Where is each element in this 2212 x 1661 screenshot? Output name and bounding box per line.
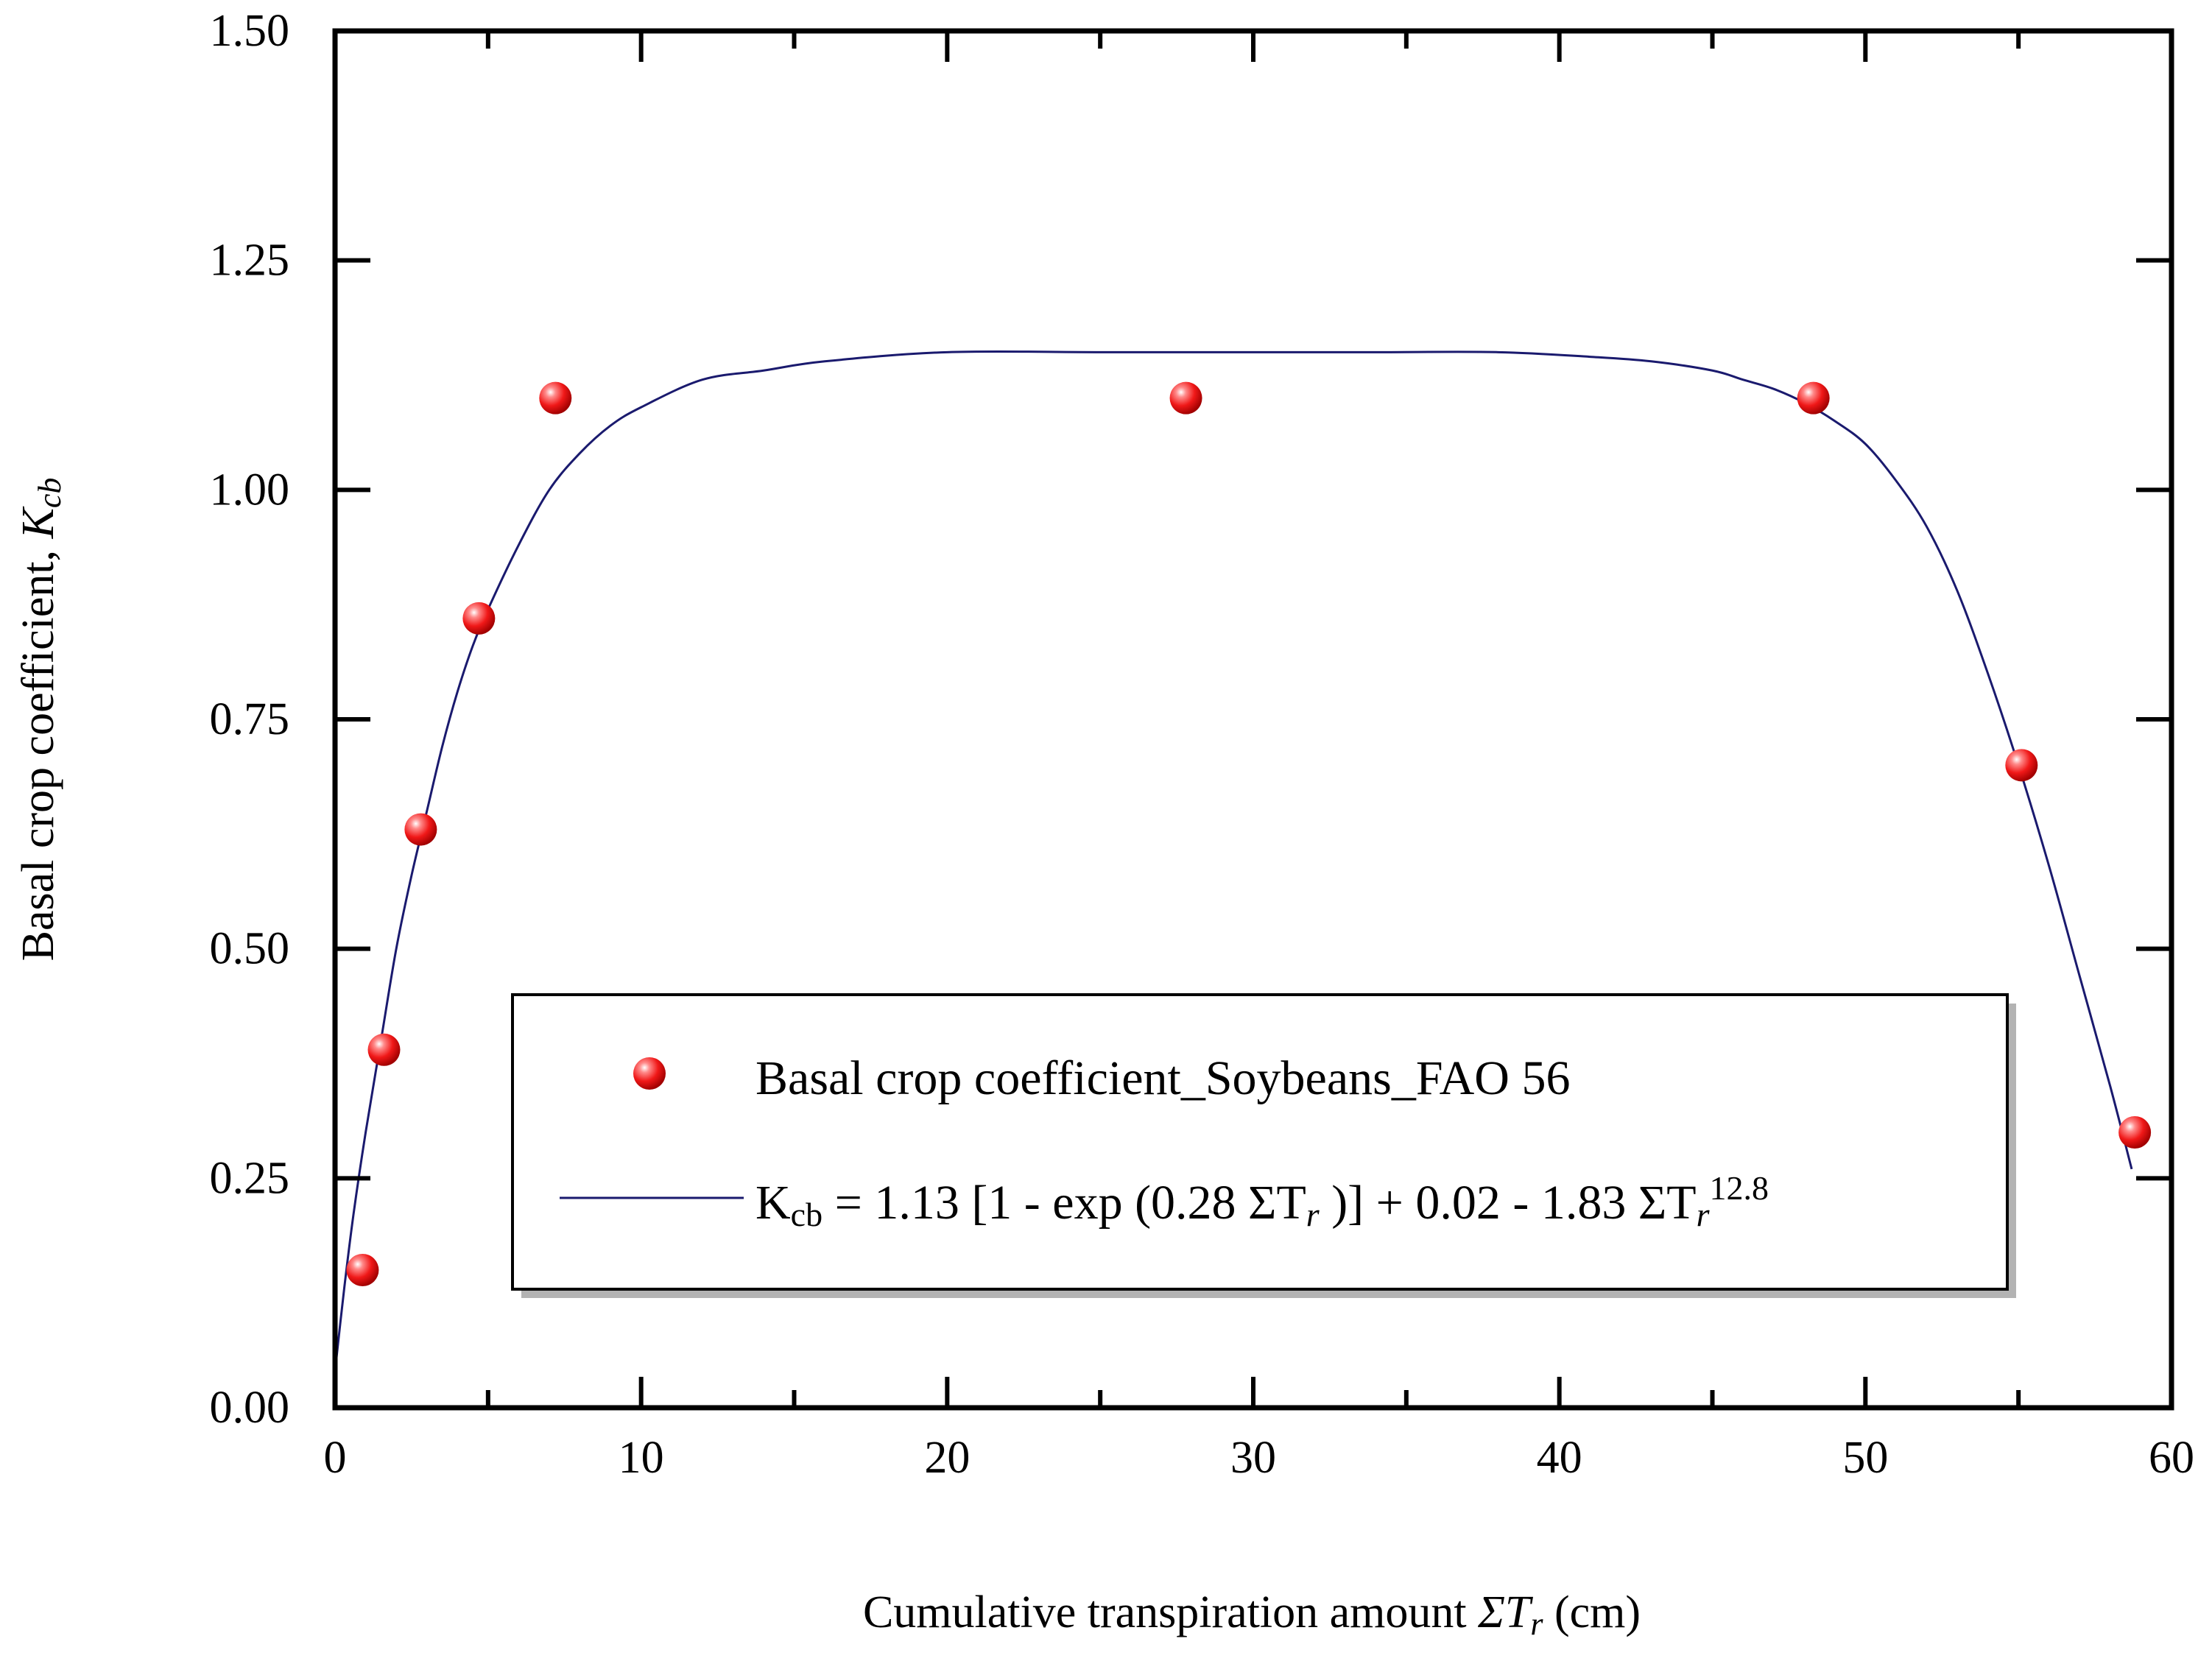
x-tick-label: 50 [1842, 1433, 1888, 1483]
x-axis-tick-labels: 0 10 20 30 40 50 60 [324, 1433, 2195, 1483]
x-axis-title: Cumulative transpiration amount ΣTr (cm) [863, 1587, 1641, 1642]
data-point [1797, 381, 1830, 415]
y-axis-title: Basal crop coefficient, Kcb [13, 478, 68, 962]
equation-r-subscript-1: r [1306, 1196, 1320, 1233]
data-point [2118, 1116, 2152, 1149]
legend-marker-scatter [633, 1057, 666, 1090]
x-axis-title-subscript: r [1530, 1606, 1543, 1642]
y-tick-label: 1.50 [210, 6, 290, 56]
x-tick-label: 60 [2149, 1433, 2194, 1483]
x-tick-label: 30 [1230, 1433, 1276, 1483]
x-tick-label: 0 [324, 1433, 347, 1483]
legend-label-equation: Kcb = 1.13 [1 - exp (0.28 ΣTr )] + 0.02 … [755, 1169, 1769, 1233]
legend-box [511, 993, 2009, 1291]
data-point [539, 381, 572, 415]
data-point [367, 1033, 401, 1066]
equation-r-subscript-2: r [1697, 1196, 1711, 1233]
data-point [1169, 381, 1202, 415]
equation-part-1: = 1.13 [1 - exp (0.28 ΣT [823, 1176, 1306, 1230]
data-point [404, 813, 437, 846]
y-tick-label: 1.25 [210, 236, 290, 286]
fitted-curve-line [334, 350, 2133, 1372]
y-tick-label: 0.00 [210, 1383, 290, 1433]
x-axis-title-sigma: ΣT [1477, 1587, 1534, 1637]
equation-k-subscript: cb [791, 1196, 823, 1233]
equation-part-2: )] + 0.02 - 1.83 ΣT [1320, 1176, 1697, 1230]
y-tick-label: 0.25 [210, 1153, 290, 1203]
data-point [462, 602, 496, 635]
y-axis-title-main: Basal crop coefficient, [13, 539, 63, 962]
x-tick-label: 20 [924, 1433, 970, 1483]
x-tick-label: 10 [619, 1433, 664, 1483]
y-tick-label: 0.50 [210, 924, 290, 974]
y-axis-title-subscript: cb [32, 478, 68, 509]
x-tick-label: 40 [1537, 1433, 1582, 1483]
y-axis-tick-labels: 0.00 0.25 0.50 0.75 1.00 1.25 1.50 [210, 6, 290, 1433]
y-axis-title-symbol: K [13, 506, 63, 540]
x-axis-ticks [333, 31, 2174, 1408]
equation-exponent: 12.8 [1709, 1169, 1769, 1207]
y-axis-ticks [335, 29, 2172, 1410]
y-tick-label: 0.75 [210, 694, 290, 744]
equation-k: K [755, 1176, 791, 1230]
x-axis-title-main: Cumulative transpiration amount [863, 1587, 1478, 1637]
y-tick-label: 1.00 [210, 465, 290, 515]
data-point [346, 1254, 379, 1286]
legend-label-scatter: Basal crop coefficient_Soybeans_FAO 56 [755, 1051, 1570, 1105]
data-point [2005, 749, 2038, 782]
data-points [346, 381, 2152, 1286]
x-axis-title-unit: (cm) [1543, 1587, 1641, 1637]
legend: Basal crop coefficient_Soybeans_FAO 56 K… [511, 993, 2016, 1298]
